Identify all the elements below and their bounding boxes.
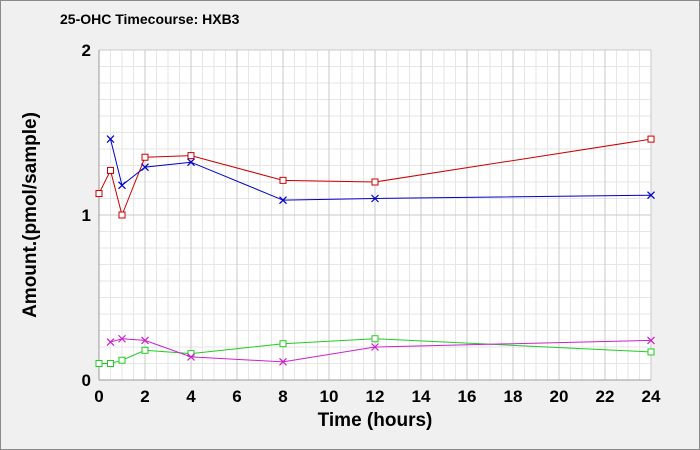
x-marker-stroke	[371, 343, 379, 351]
x-marker-stroke	[187, 352, 195, 361]
x-marker	[279, 357, 287, 366]
x-tick-label: 20	[550, 387, 569, 406]
x-marker-stroke	[371, 194, 379, 203]
square-marker	[371, 178, 379, 186]
square-marker	[371, 335, 379, 343]
x-tick-label: 4	[186, 387, 196, 406]
x-marker	[106, 338, 115, 346]
x-marker	[118, 334, 126, 343]
x-tick-label: 12	[366, 387, 385, 406]
y-tick-label: 2	[82, 41, 91, 60]
y-axis-label: Amount.(pmol/sample)	[20, 112, 41, 318]
square-marker	[95, 360, 103, 367]
x-tick-label: 18	[504, 387, 523, 406]
x-tick-label: 22	[596, 387, 615, 406]
x-marker	[141, 163, 149, 172]
series-4	[106, 334, 655, 366]
x-tick-label: 8	[278, 387, 287, 406]
square-marker	[141, 153, 149, 161]
x-tick-label: 10	[320, 387, 339, 406]
series-1	[95, 135, 655, 219]
square-marker	[279, 176, 287, 184]
x-marker	[279, 196, 287, 205]
x-tick-label: 2	[140, 387, 149, 406]
x-marker	[118, 181, 126, 190]
square-marker	[107, 166, 114, 174]
x-marker	[647, 191, 655, 200]
y-tick-label: 1	[82, 206, 91, 225]
x-marker	[371, 343, 379, 351]
square-marker	[647, 135, 655, 143]
x-marker	[141, 336, 149, 345]
x-marker-stroke	[118, 181, 126, 190]
axes	[98, 50, 651, 381]
y-tick-label: 0	[82, 371, 91, 390]
x-marker-stroke	[118, 334, 126, 343]
x-marker-stroke	[106, 135, 115, 144]
x-tick-label: 0	[94, 387, 103, 406]
x-marker-stroke	[279, 196, 287, 205]
x-marker	[187, 158, 195, 167]
square-marker	[95, 190, 103, 198]
series-line	[98, 138, 652, 217]
x-marker-stroke	[279, 357, 287, 366]
series-group	[95, 135, 655, 367]
x-marker	[371, 194, 379, 203]
x-tick-labels: 0 2 4 6 8 10 12 14 16 18 20 22 24	[94, 387, 661, 406]
square-marker	[118, 356, 126, 364]
square-marker	[118, 211, 126, 219]
series-3	[95, 335, 655, 367]
square-marker	[141, 346, 149, 354]
x-marker-stroke	[141, 336, 149, 345]
x-marker-stroke	[647, 191, 655, 200]
x-marker-stroke	[647, 336, 655, 345]
x-marker-stroke	[106, 338, 115, 346]
square-marker	[187, 152, 195, 160]
square-marker	[647, 348, 655, 356]
x-tick-label: 14	[412, 387, 431, 406]
x-tick-label: 24	[642, 387, 661, 406]
x-marker	[106, 135, 115, 144]
chart-title: 25-OHC Timecourse: HXB3	[60, 11, 240, 27]
x-axis-label: Time (hours)	[318, 410, 433, 431]
x-marker-stroke	[187, 158, 195, 167]
x-marker-stroke	[141, 163, 149, 172]
series-2	[106, 135, 655, 205]
x-marker	[187, 352, 195, 361]
square-marker	[279, 340, 287, 348]
x-tick-label: 6	[232, 387, 241, 406]
square-marker	[107, 360, 114, 367]
x-tick-label: 16	[458, 387, 477, 406]
x-marker	[647, 336, 655, 345]
y-tick-labels: 0 1 2	[82, 41, 91, 390]
